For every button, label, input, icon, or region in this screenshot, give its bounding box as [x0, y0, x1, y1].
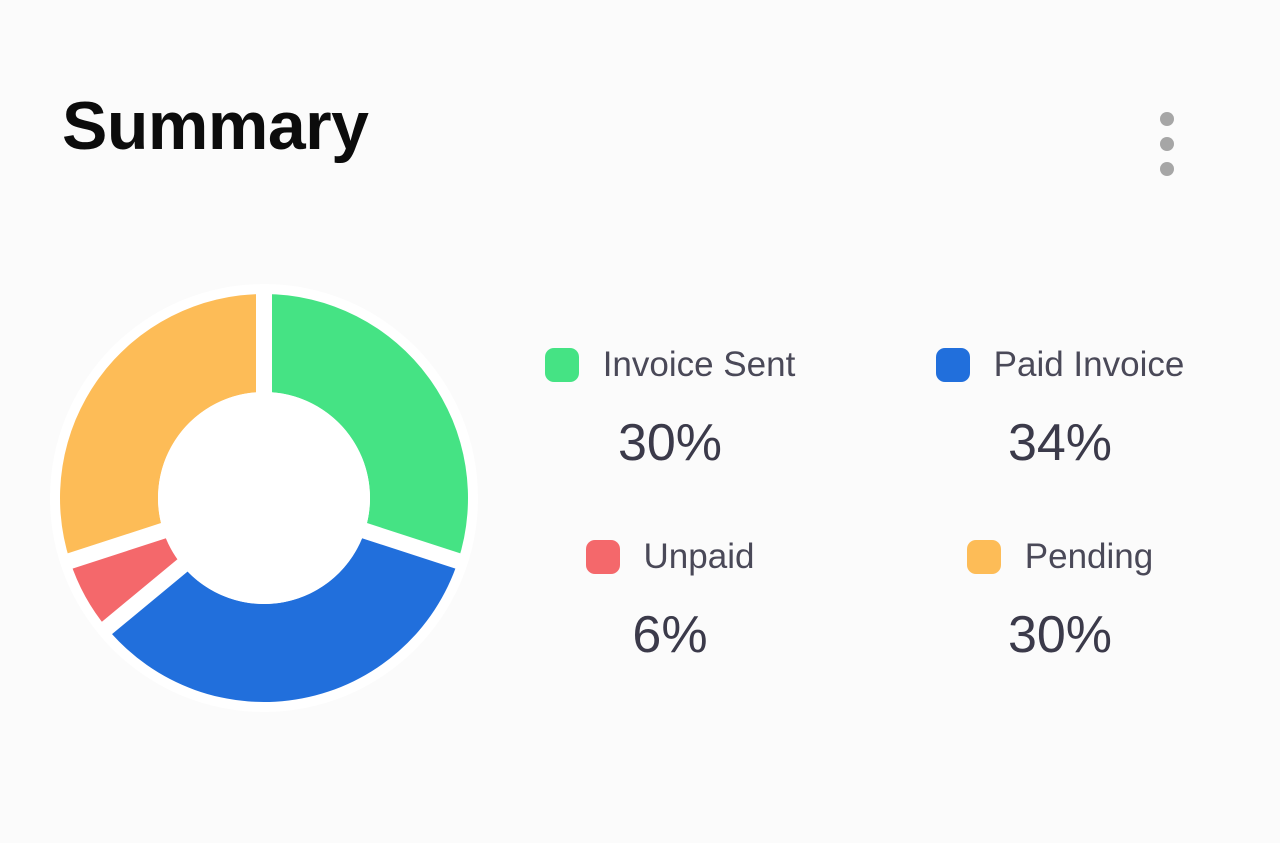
- menu-dot: [1160, 112, 1174, 126]
- donut-separator: [61, 521, 170, 571]
- legend-swatch: [966, 540, 1001, 574]
- legend-item-paid-invoice: Paid Invoice 34%: [900, 345, 1220, 485]
- legend-value: 30%: [1007, 606, 1113, 664]
- donut-separator: [358, 521, 467, 571]
- legend-label: Invoice Sent: [602, 345, 796, 384]
- legend-value: 6%: [632, 606, 708, 664]
- legend-swatch: [544, 348, 579, 382]
- legend-label: Paid Invoice: [993, 345, 1185, 384]
- legend-item-pending: Pending 30%: [900, 537, 1220, 677]
- donut-hole: [158, 392, 370, 604]
- donut-separator: [97, 556, 191, 639]
- card-title: Summary: [62, 88, 369, 164]
- legend-value: 30%: [617, 414, 723, 472]
- legend-swatch: [935, 348, 970, 382]
- legend-label: Unpaid: [643, 537, 755, 576]
- legend-value: 34%: [1007, 414, 1113, 472]
- donut-slice-paid-invoice[interactable]: [106, 530, 459, 702]
- more-options-icon[interactable]: [1150, 108, 1184, 180]
- legend-item-unpaid: Unpaid 6%: [510, 537, 830, 677]
- legend-item-invoice-sent: Invoice Sent 30%: [510, 345, 830, 485]
- menu-dot: [1160, 137, 1174, 151]
- donut-slice-pending[interactable]: [59, 294, 264, 562]
- donut-chart: [50, 284, 478, 712]
- menu-dot: [1160, 162, 1174, 176]
- donut-slice-invoice-sent[interactable]: [264, 294, 468, 562]
- legend-swatch: [585, 540, 620, 574]
- legend-label: Pending: [1024, 537, 1154, 576]
